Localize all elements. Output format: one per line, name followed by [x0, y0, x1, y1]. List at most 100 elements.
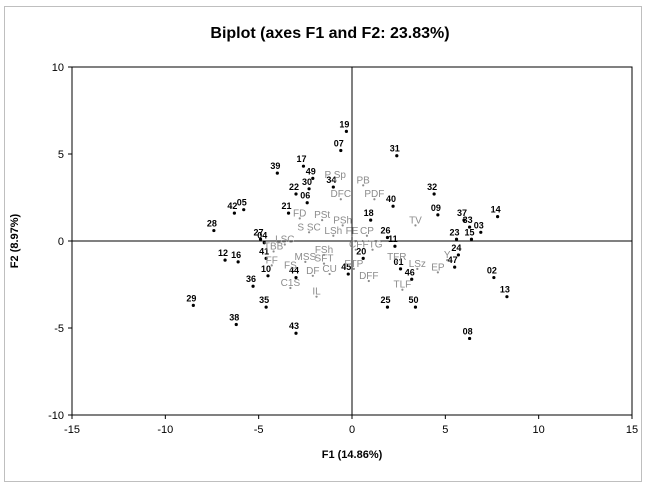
variable-point	[315, 295, 318, 298]
observation-point	[479, 230, 483, 234]
observation-point	[275, 171, 279, 175]
variable-point	[367, 279, 370, 283]
x-axis-label: F1 (14.86%)	[322, 449, 383, 461]
observation-label: 15	[464, 227, 474, 237]
variable-point	[270, 264, 273, 267]
chart-frame	[4, 6, 642, 482]
variable-point	[352, 267, 355, 270]
variable-label: CP	[360, 226, 374, 237]
observation-point	[264, 256, 268, 260]
observation-label: 01	[394, 257, 404, 267]
observation-point	[385, 305, 390, 309]
observation-point	[266, 274, 270, 278]
observation-label: 26	[380, 226, 390, 236]
variable-label: PB	[357, 175, 371, 186]
observation-label: 20	[356, 246, 366, 256]
variable-point	[328, 272, 331, 276]
variable-label: SFT	[315, 254, 334, 265]
variable-point	[339, 198, 342, 201]
observation-point	[469, 237, 474, 241]
observation-point	[258, 237, 263, 241]
x-tick-label: 5	[442, 424, 448, 436]
x-tick-label: -10	[157, 424, 173, 436]
observation-point	[311, 176, 315, 180]
variable-point	[401, 288, 404, 291]
variable-label: FTG	[363, 240, 383, 251]
x-tick-label: 10	[533, 424, 545, 436]
observation-label: 43	[289, 321, 299, 331]
observation-point	[410, 277, 414, 281]
observation-point	[361, 256, 365, 260]
x-tick-label: -15	[64, 424, 80, 436]
observation-label: 37	[457, 208, 467, 218]
observation-point	[191, 303, 195, 307]
observation-label: 12	[218, 248, 228, 258]
observation-label: 50	[408, 295, 418, 305]
variable-point	[304, 260, 307, 263]
observation-label: 07	[334, 139, 344, 149]
observation-point	[242, 208, 246, 212]
observation-point	[393, 244, 397, 248]
observation-label: 19	[339, 119, 349, 129]
variable-point	[307, 231, 311, 234]
observation-point	[251, 284, 255, 288]
variable-label: DFC	[331, 189, 352, 200]
variable-label: FD	[293, 208, 306, 219]
observation-label: 23	[450, 227, 460, 237]
observation-label: 25	[380, 295, 390, 305]
observation-label: 29	[186, 293, 196, 303]
observation-point	[305, 201, 309, 205]
observation-label: 41	[259, 246, 269, 256]
observation-label: 17	[296, 154, 306, 164]
variable-point	[289, 269, 292, 272]
variable-point	[416, 267, 419, 270]
variable-label: PSh	[333, 215, 352, 226]
observation-point	[331, 185, 335, 189]
variable-point	[414, 224, 417, 227]
variable-label: DFF	[359, 271, 378, 282]
variable-label: TFR	[387, 252, 406, 263]
observation-label: 24	[451, 243, 461, 253]
variable-label: IL	[312, 287, 321, 298]
observation-point	[286, 211, 291, 215]
variable-point	[350, 234, 354, 237]
y-tick-label: 5	[58, 149, 64, 161]
observation-point	[264, 305, 268, 309]
variable-label: CF	[349, 240, 362, 251]
y-axis-label: F2 (8.97%)	[9, 213, 21, 268]
observation-point	[432, 192, 436, 196]
observation-point	[294, 275, 298, 280]
observation-label: 09	[431, 203, 441, 213]
variable-point	[298, 217, 301, 220]
variable-point	[334, 179, 337, 182]
variable-label: FE	[346, 226, 359, 237]
variable-point	[283, 243, 286, 246]
y-tick-label: 0	[58, 236, 64, 248]
variable-label: MSS	[294, 252, 316, 263]
observation-label: 49	[306, 166, 316, 176]
observation-label: 10	[261, 264, 271, 274]
observation-point	[294, 331, 298, 335]
observation-point	[468, 225, 472, 229]
observation-point	[496, 215, 500, 219]
observation-point	[385, 235, 390, 240]
variable-point	[322, 253, 326, 257]
variable-label: DF	[306, 266, 319, 277]
observation-label: 05	[237, 198, 247, 208]
observation-point	[454, 237, 459, 241]
observation-label: 38	[229, 313, 239, 323]
observation-point	[212, 228, 216, 233]
variable-label: CU	[322, 264, 336, 275]
observation-point	[301, 164, 306, 168]
variable-label: PSt	[314, 210, 330, 221]
variable-point	[289, 286, 292, 290]
observation-point	[369, 218, 373, 222]
observation-label: 02	[487, 266, 497, 276]
observation-label: 30	[302, 177, 312, 187]
variable-point	[341, 224, 344, 227]
observation-label: 18	[364, 208, 374, 218]
observation-label: 06	[300, 191, 310, 201]
variable-point	[321, 219, 324, 222]
